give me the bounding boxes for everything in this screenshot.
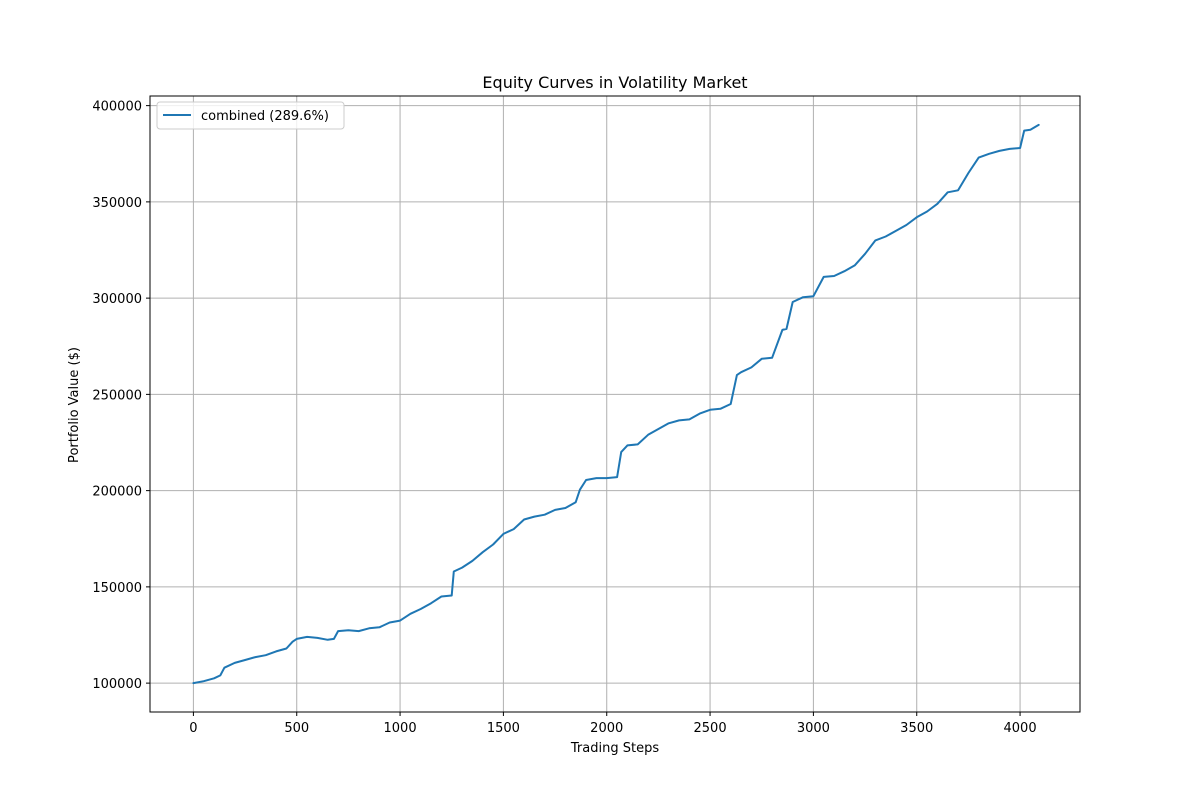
x-tick-label: 500 [284,721,309,736]
legend: combined (289.6%) [156,101,345,130]
plot-series [192,123,1040,685]
x-tick-label: 2500 [694,721,727,736]
y-tick-label: 250000 [92,388,142,403]
y-tick-label: 400000 [92,100,142,115]
x-axis-label: Trading Steps [570,741,659,756]
y-tick-label: 100000 [92,677,142,692]
grid [150,96,1080,712]
y-tick-label: 300000 [92,292,142,307]
x-tick-label: 1500 [487,721,520,736]
x-tick-label: 3500 [900,721,933,736]
axis-ticks: 0 500 1000 1500 2000 2500 3000 3500 4000 100000 15… [92,100,1036,736]
legend-box [156,101,345,130]
y-tick-label: 350000 [92,196,142,211]
x-tick-label: 1000 [384,721,417,736]
x-tick-label: 0 [189,721,197,736]
chart-title: Equity Curves in Volatility Market [482,73,747,92]
x-tick-label: 4000 [1004,721,1037,736]
legend-label: combined (289.6%) [201,109,329,124]
x-tick-label: 2000 [590,721,623,736]
x-tick-label: 3000 [797,721,830,736]
plot-frame [149,95,1081,713]
y-axis-label: Portfolio Value ($) [67,347,82,463]
y-tick-label: 200000 [92,485,142,500]
y-tick-label: 150000 [92,581,142,596]
series-line [192,123,1040,685]
